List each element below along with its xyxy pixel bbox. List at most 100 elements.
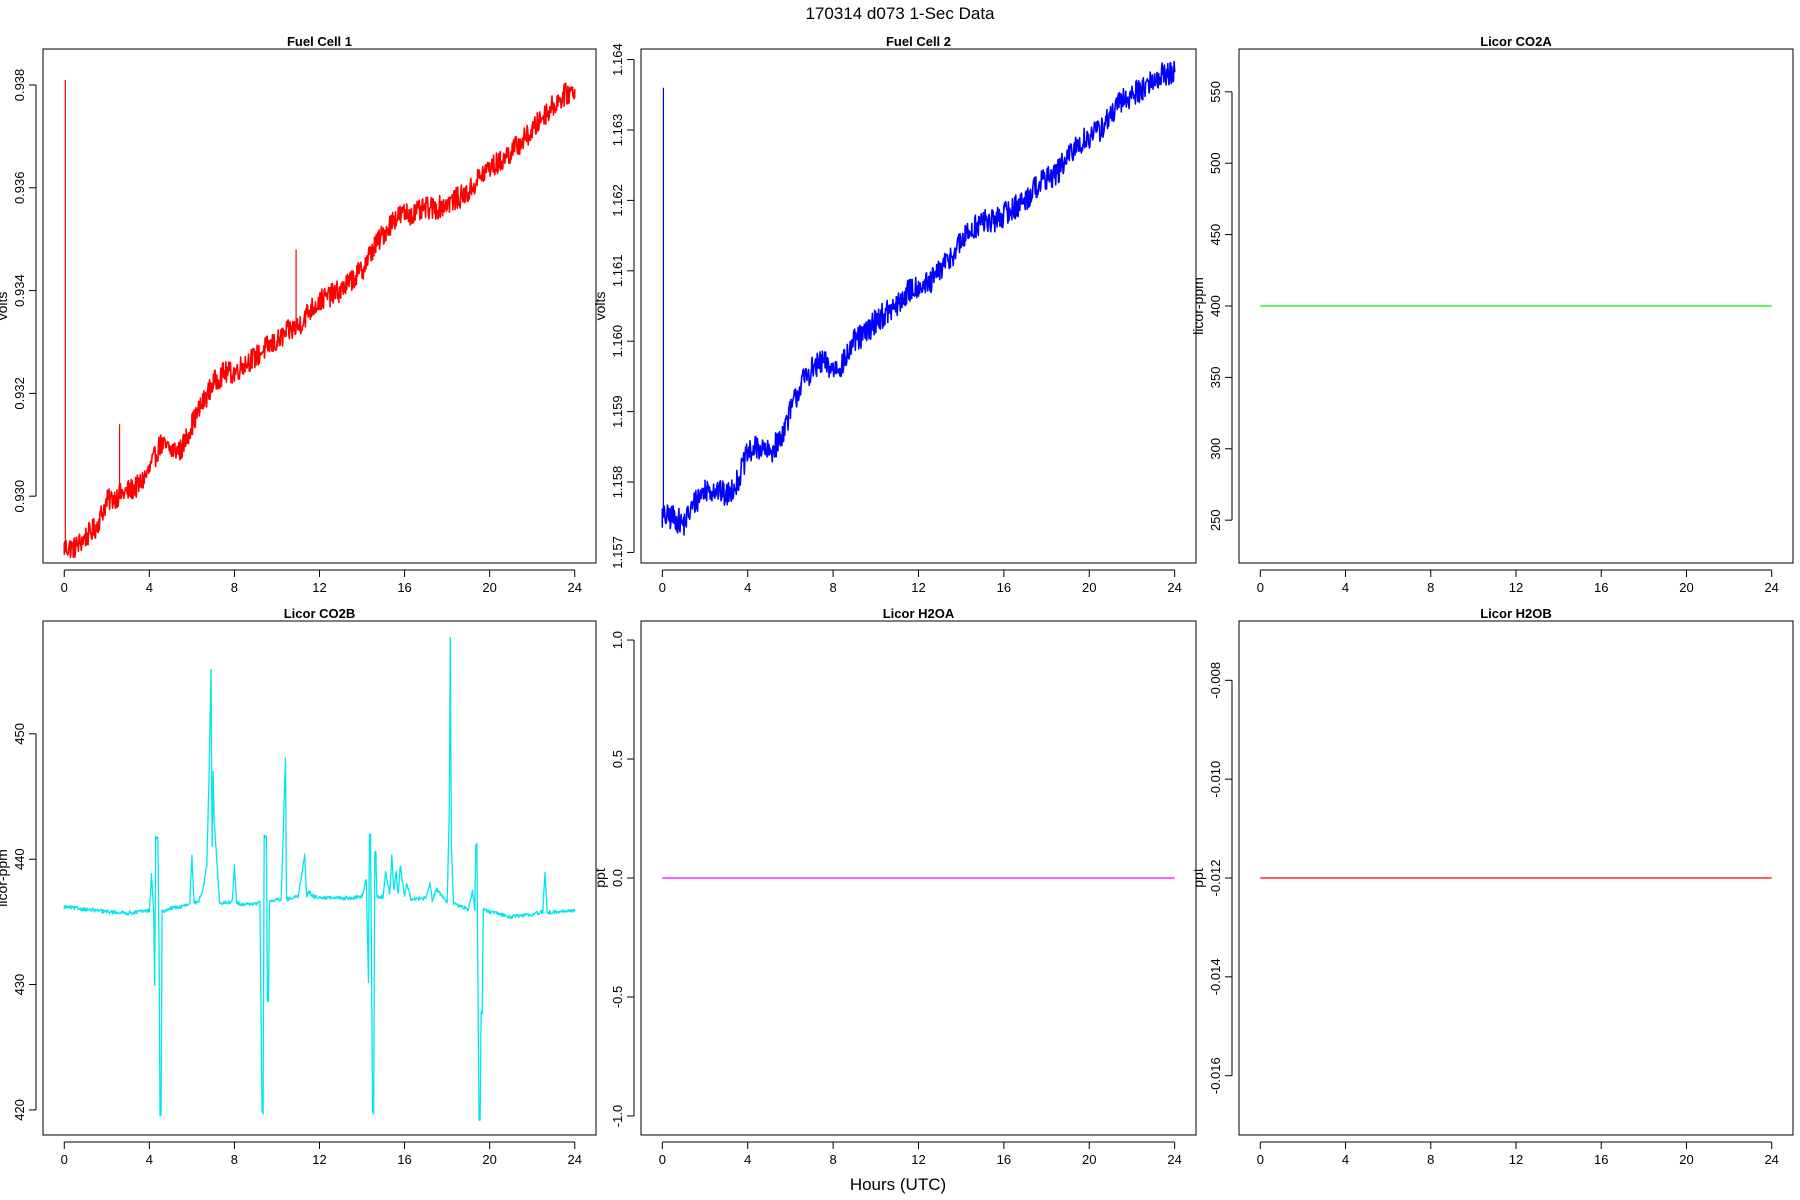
- x-tick-label: 24: [567, 580, 581, 595]
- y-tick-label: 1.163: [610, 114, 625, 147]
- panel-title: Licor H2OB: [1480, 606, 1552, 621]
- y-tick-label: 0.934: [12, 274, 27, 307]
- x-tick-label: 16: [397, 1152, 411, 1167]
- plot-frame: [42, 620, 597, 1136]
- x-tick-label: 8: [231, 1152, 238, 1167]
- x-tick-label: 20: [482, 1152, 496, 1167]
- x-tick-label: 8: [1427, 580, 1434, 595]
- ylabel: licor-ppm: [1190, 277, 1206, 335]
- plot-frame: [1238, 620, 1794, 1136]
- y-tick-label: 500: [1208, 152, 1223, 174]
- y-tick-label: -0.016: [1208, 1057, 1223, 1094]
- x-tick-label: 12: [1509, 580, 1523, 595]
- x-tick-label: 4: [1342, 1152, 1349, 1167]
- ylabel: volts: [592, 292, 608, 321]
- x-tick-label: 0: [61, 1152, 68, 1167]
- panel-3: Licor CO2B licor-ppm 0 4 8 12 16 20 24 420 430 440 4…: [0, 606, 597, 1167]
- y-tick-label: 1.157: [610, 536, 625, 569]
- ylabel: ppt: [1190, 868, 1206, 888]
- y-tick-label: 550: [1208, 81, 1223, 103]
- series-line: [63, 82, 576, 559]
- y-tick-label: -0.014: [1208, 958, 1223, 995]
- ylabel: ppt: [592, 868, 608, 888]
- x-tick-label: 16: [1594, 580, 1608, 595]
- plot-frame: [42, 48, 597, 564]
- panel-title: Licor CO2B: [284, 606, 356, 621]
- x-tick-label: 4: [744, 1152, 751, 1167]
- x-tick-label: 4: [744, 580, 751, 595]
- y-tick-label: 450: [1208, 224, 1223, 246]
- panel-title: Licor CO2A: [1480, 34, 1552, 49]
- y-tick-label: 1.162: [610, 184, 625, 217]
- x-tick-label: 0: [1257, 1152, 1264, 1167]
- y-tick-label: 420: [12, 1099, 27, 1121]
- plot-frame: [640, 620, 1197, 1136]
- panel-0: Fuel Cell 1 volts 0 4 8 12 16 20 24 0.930 0.932 0.9…: [0, 34, 597, 595]
- x-tick-label: 0: [61, 580, 68, 595]
- series-group: [661, 60, 1176, 536]
- panel-title: Licor H2OA: [883, 606, 955, 621]
- x-tick-label: 20: [1082, 580, 1096, 595]
- x-tick-label: 4: [146, 1152, 153, 1167]
- y-tick-label: 450: [12, 723, 27, 745]
- y-tick-label: 0.5: [610, 750, 625, 768]
- x-tick-label: 20: [1679, 1152, 1693, 1167]
- x-tick-label: 20: [1082, 1152, 1096, 1167]
- ylabel: licor-ppm: [0, 849, 10, 907]
- x-tick-label: 20: [1679, 580, 1693, 595]
- x-tick-label: 4: [146, 580, 153, 595]
- y-tick-label: 1.158: [610, 466, 625, 499]
- x-tick-label: 8: [231, 580, 238, 595]
- ylabel: volts: [0, 292, 10, 321]
- x-tick-label: 24: [1167, 580, 1181, 595]
- y-tick-label: 1.0: [610, 631, 625, 649]
- x-tick-label: 8: [829, 580, 836, 595]
- x-tick-label: 12: [911, 580, 925, 595]
- y-tick-label: -0.008: [1208, 662, 1223, 699]
- series-line: [661, 60, 1176, 536]
- x-tick-label: 0: [659, 580, 666, 595]
- x-tick-label: 4: [1342, 580, 1349, 595]
- x-tick-label: 24: [567, 1152, 581, 1167]
- x-tick-label: 0: [659, 1152, 666, 1167]
- y-tick-label: 0.932: [12, 377, 27, 410]
- y-tick-label: 430: [12, 974, 27, 996]
- x-tick-label: 24: [1764, 1152, 1778, 1167]
- panels-group: Fuel Cell 1 volts 0 4 8 12 16 20 24 0.930 0.932 0.9…: [0, 34, 1794, 1167]
- x-tick-label: 0: [1257, 580, 1264, 595]
- x-tick-label: 12: [1509, 1152, 1523, 1167]
- panel-1: Fuel Cell 2 volts 0 4 8 12 16 20 24 1.157 1.158 1.1…: [592, 34, 1197, 595]
- y-tick-label: 250: [1208, 509, 1223, 531]
- x-tick-label: 16: [1594, 1152, 1608, 1167]
- series-group: [63, 79, 576, 559]
- plot-frame: [640, 48, 1197, 564]
- x-tick-label: 12: [911, 1152, 925, 1167]
- x-tick-label: 16: [997, 580, 1011, 595]
- y-tick-label: 0.0: [610, 869, 625, 887]
- y-tick-label: -0.012: [1208, 860, 1223, 897]
- x-tick-label: 12: [312, 580, 326, 595]
- x-tick-label: 16: [997, 1152, 1011, 1167]
- x-tick-label: 8: [1427, 1152, 1434, 1167]
- x-tick-label: 16: [397, 580, 411, 595]
- y-tick-label: 300: [1208, 438, 1223, 460]
- series-line: [63, 636, 576, 1122]
- y-tick-label: 0.938: [12, 69, 27, 102]
- x-tick-label: 20: [482, 580, 496, 595]
- x-tick-label: 12: [312, 1152, 326, 1167]
- x-tick-label: 8: [829, 1152, 836, 1167]
- y-tick-label: 400: [1208, 295, 1223, 317]
- y-tick-label: 1.161: [610, 255, 625, 288]
- y-tick-label: 350: [1208, 367, 1223, 389]
- y-tick-label: 1.164: [610, 43, 625, 76]
- panel-2: Licor CO2A licor-ppm 0 4 8 12 16 20 24 250 300 350 4…: [1190, 34, 1794, 595]
- panel-title: Fuel Cell 2: [886, 34, 951, 49]
- panel-title: Fuel Cell 1: [287, 34, 352, 49]
- panel-5: Licor H2OB ppt 0 4 8 12 16 20 24 -0.016 -0.014 -0.0…: [1190, 606, 1794, 1167]
- y-tick-label: 0.930: [12, 480, 27, 513]
- y-tick-label: 1.159: [610, 395, 625, 428]
- y-tick-label: -0.5: [610, 986, 625, 1008]
- panel-4: Licor H2OA ppt 0 4 8 12 16 20 24 -1.0 -0.5 0.0 0.5 1.…: [592, 606, 1197, 1167]
- x-tick-label: 24: [1167, 1152, 1181, 1167]
